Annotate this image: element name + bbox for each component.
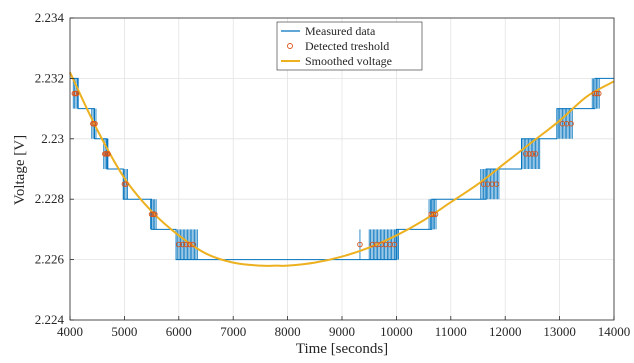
detected-treshold-point	[179, 241, 186, 248]
legend-swatch-detected-treshold	[287, 43, 293, 49]
x-tick-label: 9000	[329, 324, 355, 339]
y-tick-label: 2.224	[35, 312, 65, 327]
detected-treshold-point	[190, 241, 196, 248]
x-tick-label: 10000	[380, 324, 413, 339]
x-tick-label: 7000	[220, 324, 246, 339]
detected-treshold-point	[593, 90, 600, 97]
detected-treshold-point	[105, 151, 111, 157]
detected-treshold-point	[493, 181, 500, 187]
y-tick-label: 2.232	[35, 70, 64, 85]
y-tick-label: 2.234	[35, 10, 65, 25]
detected-treshold-point	[73, 90, 80, 97]
x-tick-label: 8000	[275, 324, 301, 339]
detected-treshold-point	[430, 211, 437, 218]
measured-data-line	[70, 77, 614, 261]
detected-treshold-point	[432, 211, 439, 218]
detected-treshold-point	[123, 181, 129, 187]
y-tick-label: 2.226	[35, 252, 65, 267]
x-tick-label: 14000	[598, 324, 631, 339]
detected-treshold-point	[596, 90, 602, 97]
detected-treshold-point	[568, 120, 574, 127]
detected-treshold-point	[150, 211, 156, 218]
x-tick-label: 5000	[111, 324, 137, 339]
detected-treshold-point	[526, 151, 532, 157]
legend: Measured data Detected treshold Smoothed…	[276, 21, 423, 71]
y-tick-label: 2.228	[35, 191, 64, 206]
detected-treshold-point	[357, 241, 363, 248]
x-tick-label: 13000	[543, 324, 576, 339]
detected-treshold-point	[148, 211, 155, 218]
legend-label-measured-data: Measured data	[305, 24, 376, 38]
legend-box	[276, 21, 423, 71]
data-layer	[69, 71, 615, 267]
detected-treshold-point	[532, 151, 539, 157]
y-tick-label: 2.23	[41, 131, 64, 146]
x-tick-label: 6000	[166, 324, 192, 339]
detected-treshold-point	[186, 241, 193, 248]
detected-treshold-point	[176, 241, 182, 248]
y-axis-label: Voltage [V]	[12, 135, 28, 205]
legend-label-detected-treshold: Detected treshold	[305, 39, 389, 53]
x-axis-label: Time [seconds]	[296, 341, 388, 357]
legend-label-smoothed-voltage: Smoothed voltage	[305, 54, 392, 68]
smoothed-voltage-line	[69, 71, 615, 267]
detected-treshold-point	[529, 151, 536, 157]
detected-treshold-point	[183, 241, 190, 248]
detected-treshold-point	[391, 241, 397, 248]
tick-layer: 4000 5000 6000 7000 8000 9000 10000 11000 12000 1…	[35, 10, 631, 339]
detected-treshold-point	[523, 151, 529, 157]
detected-treshold-point	[121, 181, 128, 187]
x-tick-label: 4000	[57, 324, 83, 339]
detected-treshold-point	[152, 211, 158, 218]
x-tick-label: 12000	[489, 324, 522, 339]
detected-treshold-point	[92, 120, 98, 127]
x-tick-label: 11000	[435, 324, 467, 339]
